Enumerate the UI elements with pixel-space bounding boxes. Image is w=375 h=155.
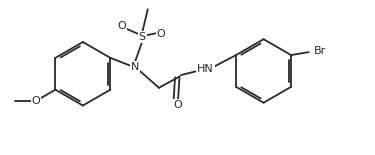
Text: O: O	[117, 21, 126, 31]
Text: HN: HN	[197, 64, 214, 74]
Text: N: N	[130, 62, 139, 72]
Text: O: O	[156, 29, 165, 39]
Text: S: S	[139, 32, 146, 42]
Text: O: O	[173, 100, 182, 110]
Text: O: O	[32, 96, 40, 106]
Text: Br: Br	[314, 46, 326, 56]
